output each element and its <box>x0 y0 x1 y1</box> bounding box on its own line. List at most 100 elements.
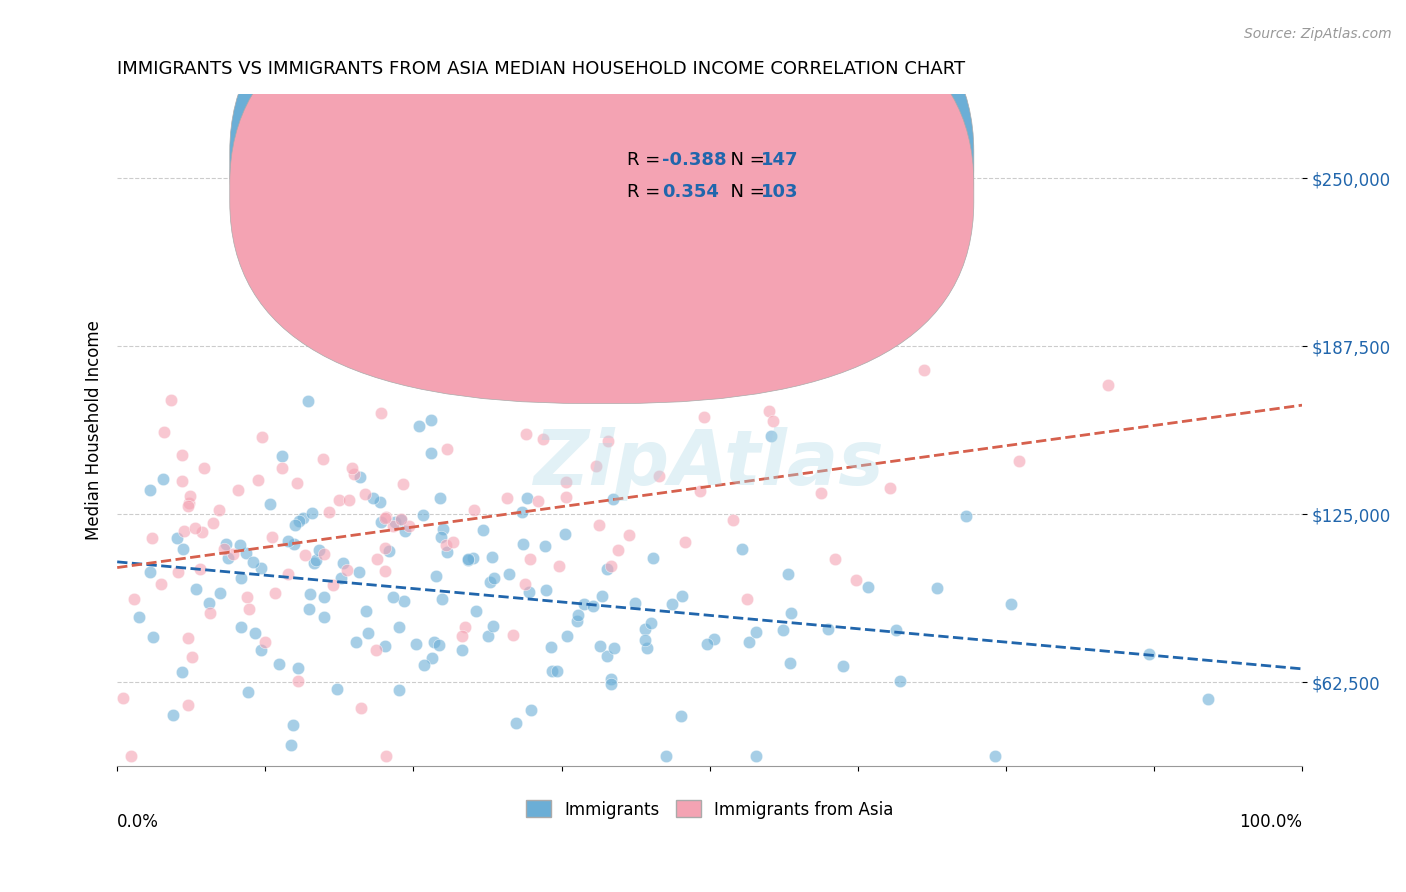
Point <box>432 522 454 536</box>
Point <box>513 577 536 591</box>
Text: Source: ZipAtlas.com: Source: ZipAtlas.com <box>1244 27 1392 41</box>
Point <box>111 690 134 705</box>
Point <box>357 625 380 640</box>
Point <box>520 703 543 717</box>
Point <box>236 590 259 604</box>
Point <box>330 572 353 586</box>
Point <box>288 515 311 529</box>
Point <box>177 698 200 713</box>
Point <box>340 460 363 475</box>
Point <box>585 459 607 474</box>
Point <box>955 508 977 523</box>
Point <box>599 677 621 691</box>
Point <box>766 328 789 343</box>
Point <box>858 580 880 594</box>
Point <box>363 491 385 506</box>
Point <box>567 607 589 622</box>
Point <box>434 538 457 552</box>
Y-axis label: Median Household Income: Median Household Income <box>86 320 103 541</box>
Point <box>554 526 576 541</box>
Point <box>328 493 350 508</box>
Point <box>758 404 780 418</box>
Point <box>582 599 605 613</box>
Point <box>375 749 398 764</box>
Point <box>153 425 176 439</box>
Text: N =: N = <box>718 183 770 201</box>
Point <box>238 684 260 698</box>
Point <box>382 519 405 533</box>
Point <box>308 542 330 557</box>
Point <box>193 460 215 475</box>
Point <box>128 610 150 624</box>
Point <box>394 594 416 608</box>
Point <box>408 418 430 433</box>
Point <box>602 640 624 655</box>
Point <box>208 586 231 600</box>
Point <box>555 629 578 643</box>
Point <box>181 649 204 664</box>
Point <box>463 502 485 516</box>
Point <box>198 596 221 610</box>
Point <box>294 548 316 562</box>
Point <box>170 665 193 680</box>
Point <box>371 344 394 359</box>
Point <box>378 543 401 558</box>
Point <box>596 649 619 664</box>
Point <box>179 490 201 504</box>
Point <box>412 508 434 523</box>
Point <box>477 629 499 643</box>
Point <box>479 575 502 590</box>
Point <box>191 524 214 539</box>
Point <box>412 658 434 673</box>
Point <box>176 499 198 513</box>
FancyBboxPatch shape <box>229 0 974 403</box>
Point <box>260 530 283 544</box>
Point <box>505 715 527 730</box>
Point <box>170 448 193 462</box>
Point <box>231 571 253 585</box>
Point <box>555 475 578 489</box>
Point <box>780 606 803 620</box>
Point <box>382 591 405 605</box>
Point <box>312 451 335 466</box>
Point <box>567 615 589 629</box>
Point <box>689 483 711 498</box>
Point <box>159 392 181 407</box>
Point <box>287 660 309 674</box>
Point <box>703 632 725 647</box>
Point <box>510 505 533 519</box>
Point <box>879 481 901 495</box>
Point <box>215 537 238 551</box>
Point <box>138 483 160 498</box>
Point <box>536 583 558 598</box>
Point <box>845 573 868 587</box>
Point <box>389 513 412 527</box>
Point <box>283 537 305 551</box>
Point <box>250 429 273 443</box>
Point <box>318 505 340 519</box>
Text: N =: N = <box>718 152 770 169</box>
Point <box>305 553 328 567</box>
Point <box>600 672 623 686</box>
Point <box>1097 378 1119 392</box>
Point <box>337 493 360 508</box>
Point <box>280 738 302 752</box>
Point <box>515 427 537 442</box>
Point <box>214 542 236 557</box>
Point <box>374 564 396 578</box>
Point <box>496 491 519 505</box>
Point <box>226 483 249 497</box>
Point <box>554 490 576 504</box>
Point <box>322 577 344 591</box>
Point <box>731 541 754 556</box>
Point <box>498 566 520 581</box>
Point <box>122 592 145 607</box>
Point <box>519 552 541 566</box>
Point <box>344 634 367 648</box>
Point <box>354 604 377 618</box>
Point <box>482 572 505 586</box>
Point <box>297 393 319 408</box>
Point <box>422 634 444 648</box>
Point <box>617 527 640 541</box>
Point <box>250 561 273 575</box>
